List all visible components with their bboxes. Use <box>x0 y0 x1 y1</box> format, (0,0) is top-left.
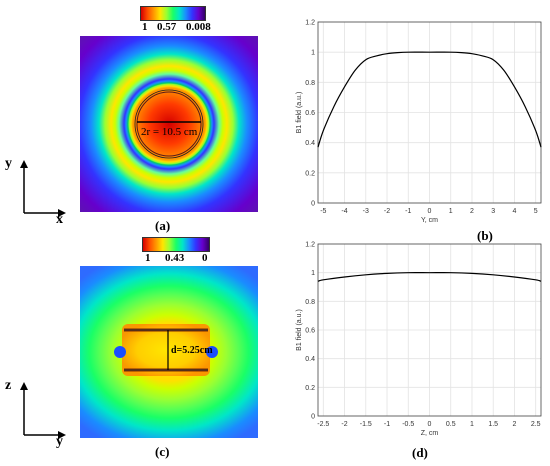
y-tick-label: 1 <box>311 50 315 57</box>
axes-arrows-a <box>20 160 66 217</box>
axis-letter-a-vertical: y <box>5 156 12 171</box>
x-tick-label: -5 <box>320 208 326 215</box>
y-tick-label: 0.2 <box>305 170 315 177</box>
colorbar-c-label-min: 0 <box>202 252 208 264</box>
line-chart-b: -5 -4 -3 -2 -1 0 1 2 3 4 5 0 0.2 0.4 0.6 0.8 1 1.2 Y, cm B1… <box>296 20 542 224</box>
gap-annotation: d=5.25cm <box>171 345 213 356</box>
x-tick-label: 2 <box>470 208 474 215</box>
x-tick-label: 1 <box>470 421 474 428</box>
x-tick-label: -2 <box>341 421 347 428</box>
colorbar-a <box>140 6 206 21</box>
panel-label-b: (b) <box>477 228 493 243</box>
y-tick-label: 0.8 <box>305 299 315 306</box>
colorbar-a-label-min: 0.008 <box>186 21 211 33</box>
x-tick-label: -0.5 <box>402 421 414 428</box>
line-chart-d: -2.5 -2 -1.5 -1 -0.5 0 0.5 1 1.5 2 2.5 0 0.2 0.4 0.6 0.… <box>296 242 542 437</box>
plot-frame <box>317 21 542 204</box>
colorbar-c-label-mid: 0.43 <box>165 252 185 264</box>
axis-letter-c-vertical: z <box>5 378 12 393</box>
x-tick-label: 2.5 <box>531 421 541 428</box>
y-axis-label: B1 field (a.u.) <box>296 309 303 351</box>
y-tick-label: 0.8 <box>305 80 315 87</box>
series-line <box>317 51 542 148</box>
y-tick-label: 0.4 <box>305 140 315 147</box>
x-axis-label: Z, cm <box>421 430 439 437</box>
y-tick-label: 0.6 <box>305 110 315 117</box>
y-tick-label: 0.4 <box>305 356 315 363</box>
x-axis-label: Y, cm <box>421 217 438 224</box>
colorbar-c <box>142 237 210 252</box>
x-tick-label: 1.5 <box>488 421 498 428</box>
x-tick-label: -1 <box>405 208 411 215</box>
x-tick-label: 3 <box>491 208 495 215</box>
x-tick-label: 1 <box>449 208 453 215</box>
x-tick-label: -4 <box>341 208 347 215</box>
field-map-a <box>80 36 258 212</box>
x-tick-label: -2.5 <box>317 421 329 428</box>
y-tick-label: 0.2 <box>305 385 315 392</box>
colorbar-c-label-max: 1 <box>145 252 151 264</box>
axis-letter-c-horizontal: y <box>56 434 63 449</box>
y-tick-label: 1.2 <box>305 242 315 249</box>
series-line <box>317 272 542 282</box>
plot-frame <box>317 243 542 417</box>
colorbar-a-label-mid: 0.57 <box>157 21 177 33</box>
x-tick-label: 2 <box>512 421 516 428</box>
colorbar-a-label-max: 1 <box>142 21 148 33</box>
x-tick-label: -3 <box>363 208 369 215</box>
x-tick-label: -1 <box>384 421 390 428</box>
y-tick-label: 1 <box>311 270 315 277</box>
x-tick-label: -2 <box>384 208 390 215</box>
panel-label-a: (a) <box>155 218 171 233</box>
diameter-annotation: 2r = 10.5 cm <box>141 126 198 138</box>
y-axis-label: B1 field (a.u.) <box>296 92 303 134</box>
x-tick-label: 0.5 <box>446 421 456 428</box>
panel-label-c: (c) <box>155 444 170 459</box>
field-map-c <box>80 266 258 438</box>
y-tick-label: 0 <box>311 414 315 421</box>
axes-arrows-c <box>20 382 66 439</box>
x-tick-label: 4 <box>512 208 516 215</box>
x-tick-label: 0 <box>428 208 432 215</box>
y-tick-label: 1.2 <box>305 20 315 27</box>
x-tick-label: 0 <box>428 421 432 428</box>
y-tick-label: 0 <box>311 201 315 208</box>
panel-label-d: (d) <box>412 445 428 460</box>
axis-letter-a-horizontal: x <box>56 212 63 227</box>
x-tick-label: -1.5 <box>360 421 372 428</box>
y-tick-label: 0.6 <box>305 328 315 335</box>
x-tick-label: 5 <box>534 208 538 215</box>
